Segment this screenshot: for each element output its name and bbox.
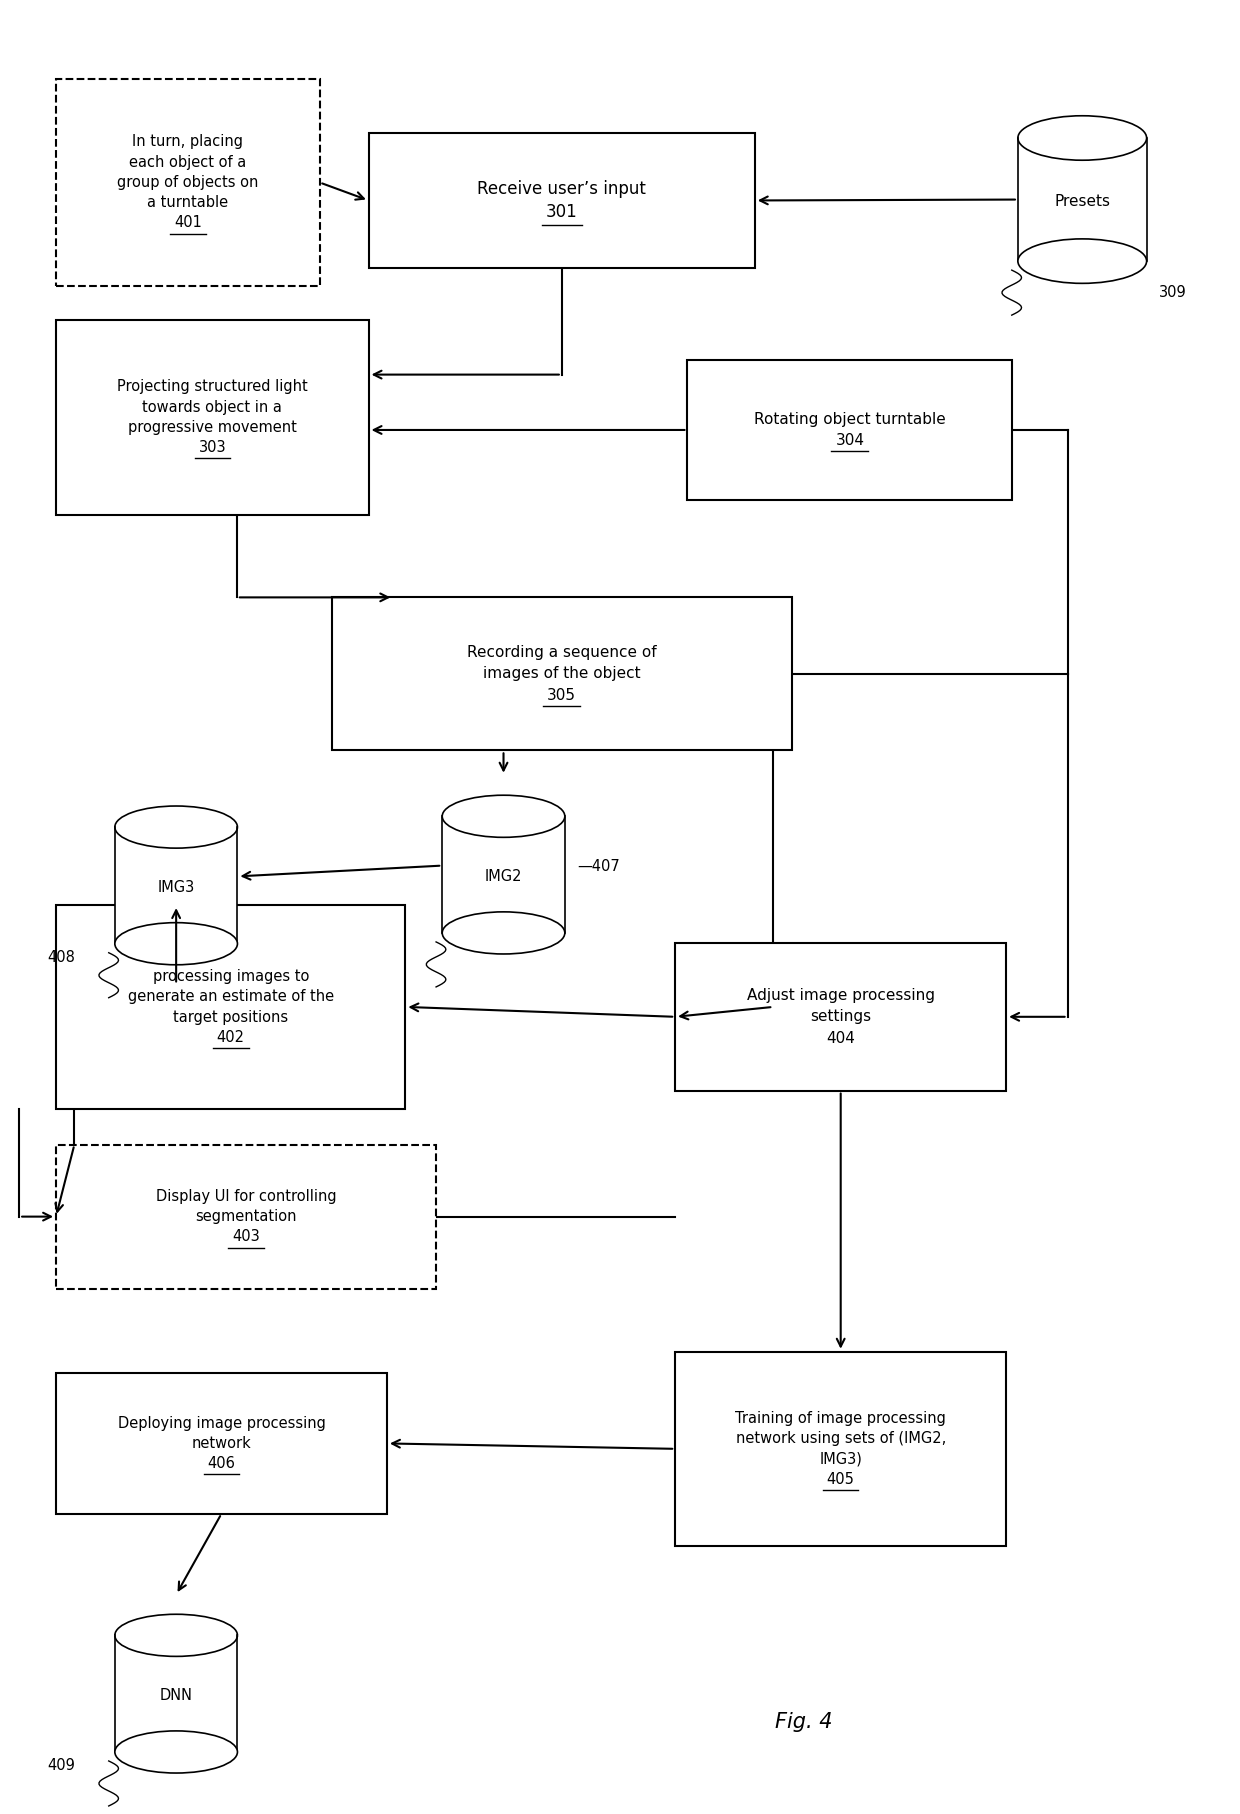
Text: a turntable: a turntable bbox=[148, 196, 228, 210]
Bar bbox=[115, 827, 237, 943]
FancyBboxPatch shape bbox=[675, 943, 1006, 1090]
Text: 408: 408 bbox=[47, 951, 76, 965]
Text: Projecting structured light: Projecting structured light bbox=[117, 379, 308, 394]
Text: Presets: Presets bbox=[1054, 194, 1110, 209]
Text: 402: 402 bbox=[217, 1030, 244, 1045]
Text: Display UI for controlling: Display UI for controlling bbox=[156, 1188, 336, 1204]
FancyBboxPatch shape bbox=[332, 597, 791, 751]
Text: IMG3): IMG3) bbox=[820, 1451, 862, 1466]
Text: settings: settings bbox=[810, 1009, 872, 1025]
Text: network using sets of (IMG2,: network using sets of (IMG2, bbox=[735, 1431, 946, 1446]
Text: Rotating object turntable: Rotating object turntable bbox=[754, 412, 946, 426]
Text: 403: 403 bbox=[232, 1230, 260, 1244]
Text: segmentation: segmentation bbox=[195, 1210, 296, 1224]
FancyBboxPatch shape bbox=[56, 319, 368, 515]
FancyBboxPatch shape bbox=[56, 80, 320, 287]
FancyBboxPatch shape bbox=[675, 1351, 1006, 1546]
Text: processing images to: processing images to bbox=[153, 969, 309, 983]
Ellipse shape bbox=[115, 923, 237, 965]
Text: 305: 305 bbox=[547, 688, 577, 702]
Text: network: network bbox=[192, 1437, 252, 1451]
Bar bbox=[115, 1636, 237, 1752]
Text: Training of image processing: Training of image processing bbox=[735, 1411, 946, 1426]
Text: each object of a: each object of a bbox=[129, 154, 247, 171]
Text: Adjust image processing: Adjust image processing bbox=[746, 989, 935, 1003]
Text: progressive movement: progressive movement bbox=[128, 421, 296, 435]
FancyBboxPatch shape bbox=[56, 905, 405, 1108]
Text: 405: 405 bbox=[827, 1471, 854, 1487]
Text: towards object in a: towards object in a bbox=[143, 399, 283, 415]
Text: generate an estimate of the: generate an estimate of the bbox=[128, 989, 334, 1005]
Text: images of the object: images of the object bbox=[482, 666, 641, 682]
Text: 303: 303 bbox=[198, 441, 226, 455]
Text: Deploying image processing: Deploying image processing bbox=[118, 1415, 325, 1431]
Text: DNN: DNN bbox=[160, 1689, 192, 1703]
Text: 309: 309 bbox=[1159, 285, 1187, 299]
Text: 404: 404 bbox=[826, 1030, 856, 1045]
Text: Fig. 4: Fig. 4 bbox=[775, 1712, 833, 1732]
Text: In turn, placing: In turn, placing bbox=[133, 134, 243, 149]
Text: 301: 301 bbox=[546, 203, 578, 221]
Text: group of objects on: group of objects on bbox=[117, 174, 258, 190]
Text: Recording a sequence of: Recording a sequence of bbox=[467, 646, 656, 660]
Text: 406: 406 bbox=[207, 1457, 236, 1471]
Text: —407: —407 bbox=[577, 860, 620, 874]
Text: 409: 409 bbox=[47, 1758, 76, 1774]
Text: Receive user’s input: Receive user’s input bbox=[477, 180, 646, 198]
Bar bbox=[1018, 138, 1147, 261]
Ellipse shape bbox=[443, 912, 565, 954]
Text: IMG2: IMG2 bbox=[485, 869, 522, 883]
FancyBboxPatch shape bbox=[56, 1145, 436, 1288]
FancyBboxPatch shape bbox=[687, 359, 1012, 501]
Ellipse shape bbox=[1018, 239, 1147, 283]
Text: IMG3: IMG3 bbox=[157, 880, 195, 894]
Text: 304: 304 bbox=[836, 434, 864, 448]
FancyBboxPatch shape bbox=[56, 1373, 387, 1513]
Text: 401: 401 bbox=[174, 216, 202, 230]
Text: target positions: target positions bbox=[174, 1010, 288, 1025]
Ellipse shape bbox=[115, 1731, 237, 1772]
FancyBboxPatch shape bbox=[368, 132, 755, 268]
Bar bbox=[443, 816, 565, 932]
